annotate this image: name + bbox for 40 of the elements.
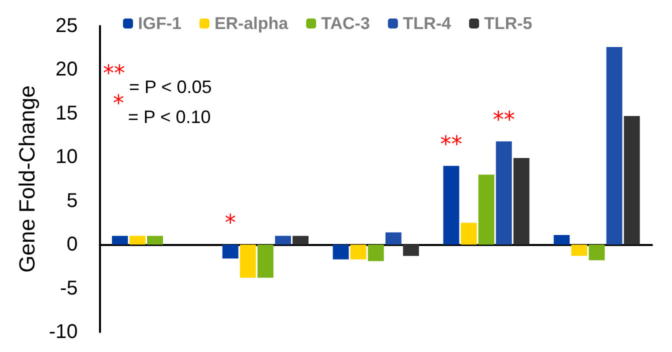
bar [112, 236, 128, 245]
bar [571, 244, 588, 256]
bar [443, 166, 460, 245]
legend-label: TAC-3 [321, 14, 370, 33]
y-axis-title: Gene Fold-Change [14, 85, 40, 273]
y-tick-label: 10 [56, 146, 78, 168]
bar [606, 46, 622, 245]
data-label: ** [440, 132, 462, 158]
y-tick-label: 25 [56, 15, 78, 37]
y-tick-label: 20 [56, 58, 78, 81]
y-tick-label: 5 [66, 190, 78, 212]
y-tick-label: -10 [48, 321, 78, 343]
y-tick-label: 0 [66, 234, 78, 256]
bar [332, 244, 349, 260]
bar [222, 244, 238, 259]
bar [478, 174, 494, 245]
bar [554, 234, 570, 245]
bar [403, 244, 419, 256]
bar [350, 244, 366, 260]
y-tick-label: -5 [60, 277, 78, 300]
bar [513, 158, 530, 245]
data-label: ** [492, 108, 515, 133]
bar [624, 116, 640, 245]
legend-label: TLR-4 [402, 14, 452, 33]
bar [385, 232, 402, 245]
legend-label: TLR-5 [484, 14, 532, 33]
legend-label: ER-alpha [214, 14, 289, 33]
legend-label: IGF-1 [138, 14, 182, 33]
bar [240, 244, 256, 278]
bar [130, 236, 146, 245]
y-tick-label: 15 [56, 102, 78, 124]
data-label: * [224, 211, 236, 236]
bar [588, 244, 605, 260]
bar [257, 244, 274, 278]
bar [368, 244, 384, 262]
bar [275, 236, 291, 245]
bar [147, 236, 163, 245]
bar [292, 236, 309, 245]
bar [460, 222, 477, 245]
bar [496, 141, 512, 245]
